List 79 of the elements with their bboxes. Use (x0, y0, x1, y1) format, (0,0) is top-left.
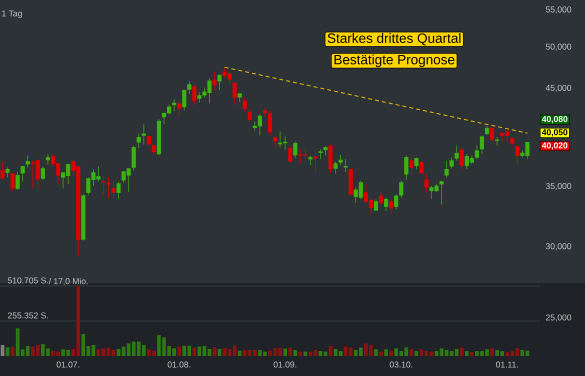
candlestick (409, 158, 414, 175)
candlestick (308, 155, 312, 166)
y-tick-label: 255.352 S. (8, 312, 48, 318)
x-tick-label: 01.08. (168, 362, 190, 368)
candlestick (384, 197, 388, 212)
text: 40,020 (542, 142, 568, 150)
candlestick (242, 97, 247, 112)
candlestick (328, 144, 333, 174)
candlestick (26, 155, 30, 168)
candlestick (101, 176, 106, 194)
candlestick (217, 74, 222, 90)
annotation: Starkes drittes Quartal (328, 33, 460, 46)
candlestick (480, 135, 484, 154)
candlestick (268, 110, 272, 136)
x-tick-label: 01.11. (496, 362, 518, 368)
text: 40,050 (542, 129, 568, 136)
candlestick (323, 146, 328, 156)
candlestick (474, 145, 479, 160)
candlestick (142, 124, 146, 145)
candlestick (212, 71, 217, 90)
y-tick-label: 35,000 (546, 183, 572, 190)
x-tick-label: 01.09. (274, 362, 296, 368)
x-tick-label: 03.10. (390, 362, 412, 368)
candlestick (6, 167, 10, 178)
candlestick (116, 182, 121, 200)
candlestick (444, 160, 449, 178)
candlestick (46, 154, 50, 166)
candlestick (424, 174, 429, 194)
candlestick (232, 82, 237, 106)
candlestick (344, 158, 348, 172)
candlestick (111, 179, 116, 200)
candlestick (394, 194, 398, 210)
annotation: / 17,0 Mio. (48, 278, 88, 286)
candlestick (490, 126, 494, 142)
y-tick-label: 25,000 (546, 314, 572, 322)
candlestick (440, 180, 444, 205)
candlestick (419, 160, 424, 175)
candlestick (182, 90, 186, 111)
y-tick-label: 55,000 (546, 6, 572, 14)
candlestick (414, 156, 418, 170)
candlestick (177, 100, 182, 118)
candlestick (262, 107, 268, 118)
candlestick (293, 141, 298, 159)
candlestick (272, 136, 278, 148)
candlestick (288, 145, 292, 162)
candlestick (192, 84, 196, 106)
candlestick (389, 198, 394, 215)
candlestick (20, 166, 25, 182)
candlestick (152, 144, 156, 155)
candlestick (136, 132, 141, 148)
candlestick (399, 180, 404, 198)
candlestick (187, 80, 192, 94)
candlestick (378, 192, 384, 205)
chart-subtitle: 1 Tag (2, 10, 22, 18)
candlestick (338, 154, 343, 166)
text: 40,080 (542, 116, 568, 124)
candlestick (106, 176, 111, 199)
candlestick (450, 156, 454, 169)
x-tick-label: 01.07. (56, 362, 80, 368)
y-tick-label: 510.705 S. (8, 277, 48, 284)
candlestick (0, 162, 5, 180)
candlestick (40, 166, 45, 180)
candlestick (454, 145, 459, 161)
candlestick (16, 171, 20, 190)
candlestick (404, 155, 408, 180)
candlestick (10, 172, 15, 191)
candlestick (515, 146, 520, 164)
annotation: Bestätigte Prognose (334, 54, 454, 68)
candlestick (318, 149, 323, 160)
candlestick (374, 198, 378, 212)
y-tick-label: 50,000 (546, 44, 572, 51)
y-tick-label: 30,000 (546, 243, 572, 250)
candlestick (172, 98, 176, 112)
candlestick (460, 148, 464, 170)
y-tick-label: 45,000 (546, 84, 572, 92)
candlestick (146, 136, 151, 146)
candlestick (248, 108, 252, 122)
candlestick (334, 161, 338, 174)
candlestick (132, 145, 136, 172)
